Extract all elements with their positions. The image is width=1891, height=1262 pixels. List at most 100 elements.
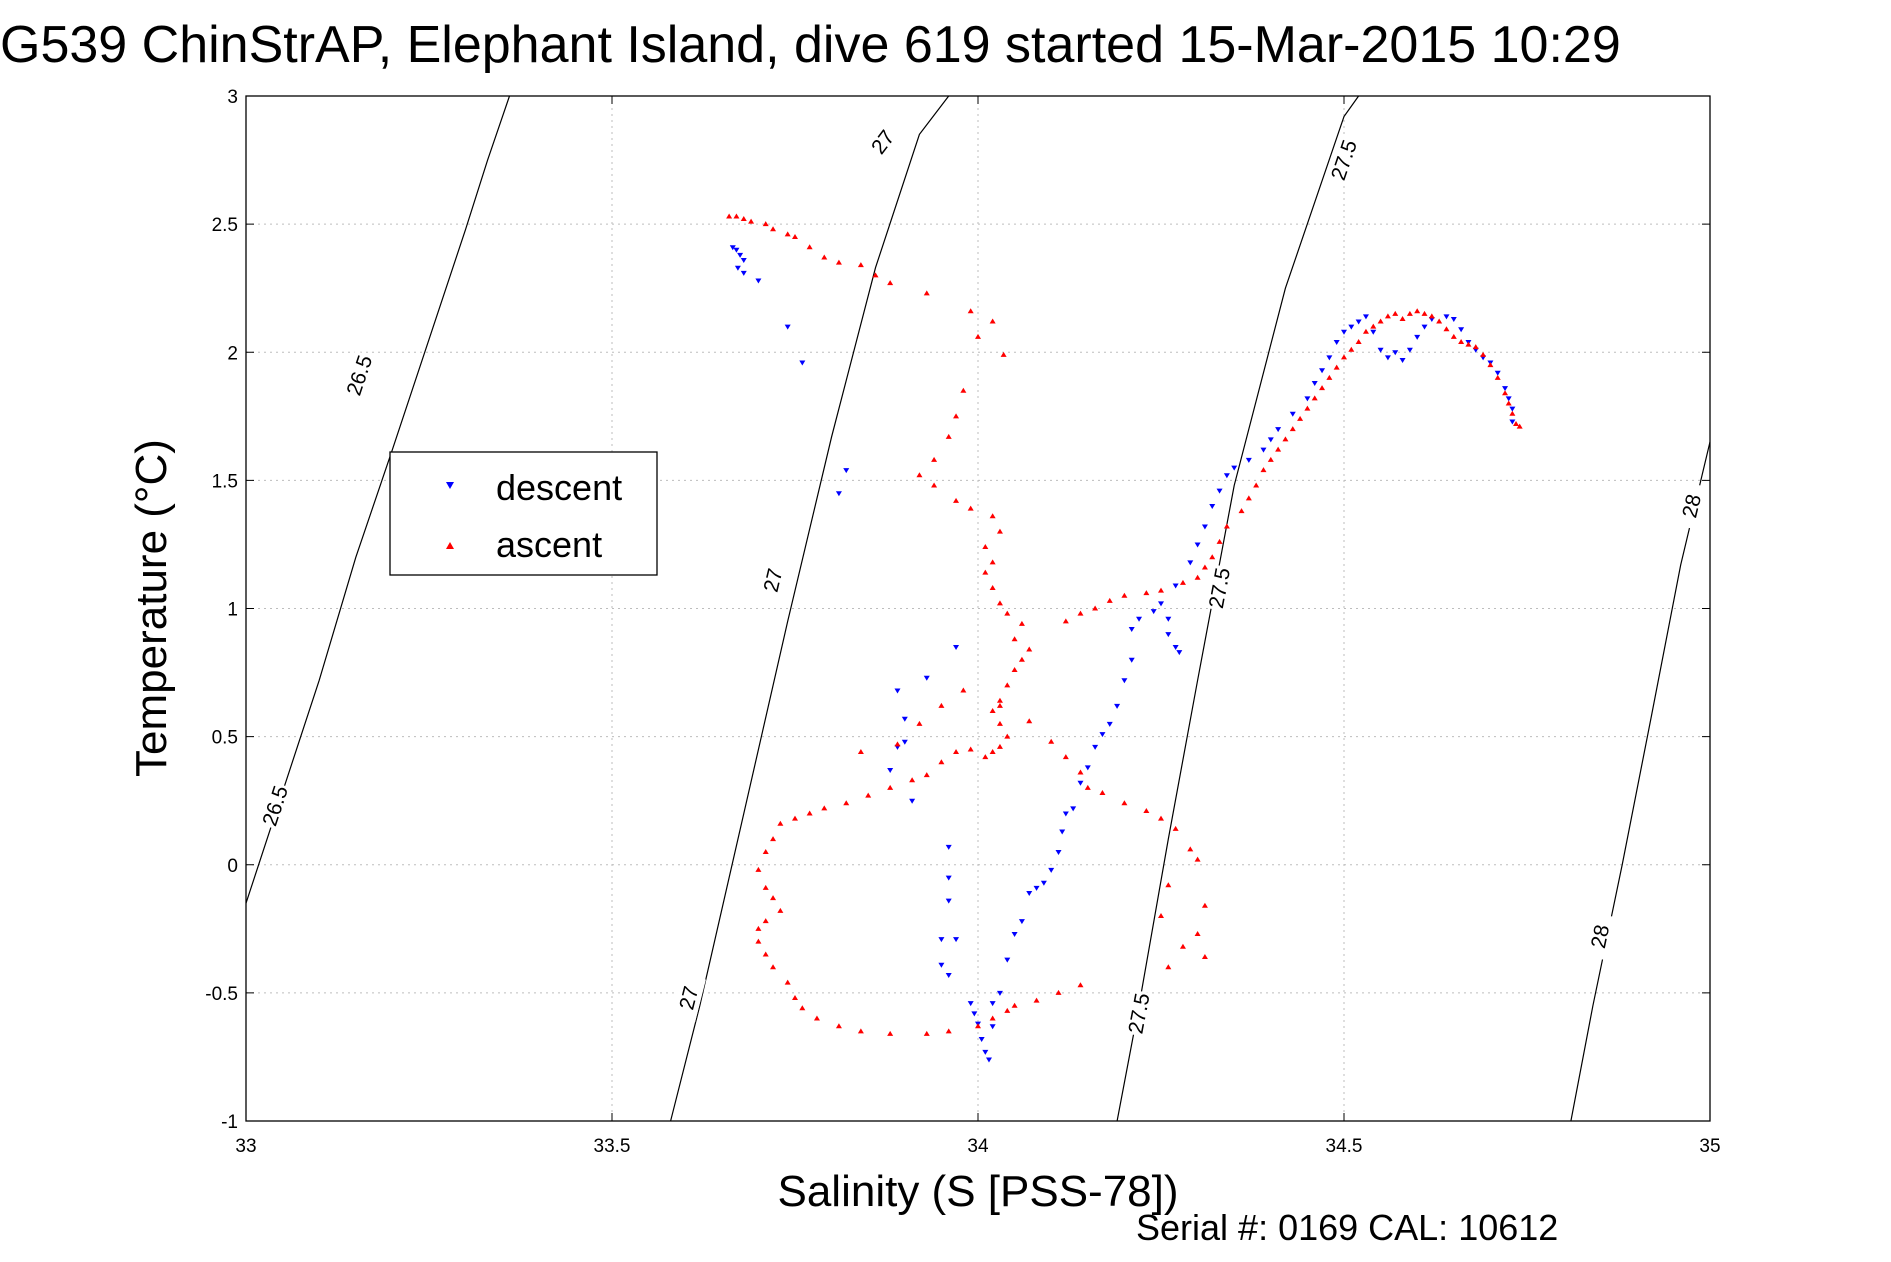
ascent-point <box>1121 800 1128 806</box>
ascent-point <box>938 759 945 765</box>
descent-point <box>1084 765 1091 771</box>
ascent-point <box>1106 597 1113 603</box>
legend-label-descent: descent <box>496 467 622 508</box>
descent-point <box>1333 340 1340 345</box>
legend-marker-ascent <box>446 542 454 549</box>
ascent-point <box>887 280 894 286</box>
descent-point <box>1216 488 1223 494</box>
x-axis-label: Salinity (S [PSS-78]) <box>777 1167 1178 1216</box>
ascent-point <box>821 254 828 260</box>
ascent-point <box>989 708 996 713</box>
descent-point <box>1099 732 1106 738</box>
descent-point <box>953 644 960 650</box>
ascent-point <box>923 772 930 778</box>
descent-point <box>1165 616 1172 622</box>
ascent-point <box>762 221 769 227</box>
ascent-point <box>1004 682 1011 688</box>
ascent-point <box>1004 733 1011 739</box>
ascent-point <box>1341 354 1347 360</box>
ascent-point <box>1465 341 1472 347</box>
ascent-point <box>1428 313 1435 319</box>
ascent-point <box>1099 790 1106 795</box>
ascent-point <box>1018 620 1025 626</box>
ascent-point <box>1209 554 1216 560</box>
ascent-point <box>1458 339 1465 344</box>
descent-point <box>1136 616 1143 622</box>
ascent-point <box>1165 964 1172 970</box>
descent-point <box>1128 627 1135 632</box>
axis-ticks: 33 33.5 34 34.5 35 -1 -0.5 0 0.5 1 1.5 2 2.5 3 <box>205 87 1720 1157</box>
descent-point <box>901 716 908 722</box>
isopycnal-label-gap <box>1123 989 1155 1038</box>
ascent-point <box>1289 426 1296 432</box>
ascent-point <box>1077 610 1084 616</box>
ascent-point <box>792 815 798 821</box>
descent-point <box>923 675 930 681</box>
descent-point <box>1414 334 1421 340</box>
ascent-point <box>1033 997 1040 1003</box>
ascent-point <box>1143 807 1150 813</box>
ascent-point <box>792 995 798 1000</box>
isopycnal-label-gap <box>1674 481 1709 531</box>
descent-point <box>1194 542 1201 548</box>
ascent-point <box>1018 656 1025 662</box>
ascent-point <box>762 848 769 854</box>
ascent-point <box>1165 882 1172 888</box>
ascent-point <box>1172 825 1179 831</box>
ascent-point <box>982 569 989 575</box>
descent-point <box>1176 650 1183 656</box>
descent-point <box>982 1049 989 1055</box>
ascent-point <box>1055 989 1062 995</box>
descent-point <box>985 1057 992 1063</box>
descent-point <box>1355 319 1362 325</box>
ascent-point <box>1333 364 1340 370</box>
descent-point <box>1004 957 1011 963</box>
descent-point <box>734 265 741 271</box>
ascent-point <box>989 1015 996 1021</box>
ascent-point <box>872 272 879 278</box>
ascent-point <box>996 702 1003 708</box>
ascent-point <box>1275 446 1282 452</box>
descent-point <box>1341 329 1347 335</box>
ascent-point <box>1062 618 1069 624</box>
ascent-point <box>1238 508 1245 514</box>
descent-point <box>1033 885 1040 891</box>
descent-point <box>1311 381 1318 386</box>
y-tick-label: -0.5 <box>205 984 238 1005</box>
descent-point <box>733 247 740 253</box>
descent-point <box>1304 396 1311 402</box>
isopycnal-label-gap <box>756 556 790 605</box>
ascent-point <box>1187 846 1194 852</box>
descent-point <box>1348 324 1355 330</box>
ascent-point <box>953 413 960 419</box>
ascent-point <box>975 1023 981 1029</box>
descent-point <box>1106 721 1113 727</box>
ascent-point <box>1143 590 1150 596</box>
isopycnal-label: 28 <box>1587 923 1614 951</box>
descent-point <box>1062 811 1069 817</box>
descent-point <box>1059 829 1066 835</box>
legend-box <box>389 451 658 576</box>
ascent-point <box>857 1028 864 1034</box>
ascent-point <box>740 216 747 221</box>
ascent-point <box>1092 605 1099 611</box>
descent-point <box>978 1037 985 1042</box>
descent-point <box>887 767 894 773</box>
descent-point <box>1128 657 1135 663</box>
ascent-point <box>945 433 952 439</box>
ascent-point <box>784 979 791 985</box>
descent-point <box>1121 678 1128 684</box>
ascent-point <box>894 741 901 747</box>
descent-point <box>1509 406 1516 412</box>
descent-point <box>1092 744 1099 750</box>
ascent-point <box>953 749 960 754</box>
ascent-point <box>1362 328 1369 334</box>
isopycnal-label: 27.5 <box>1124 991 1154 1035</box>
ascent-point <box>1158 913 1164 918</box>
descent-point <box>1370 329 1377 335</box>
ascent-point <box>755 866 762 872</box>
ascent-point <box>1216 538 1223 544</box>
ascent-point <box>1326 374 1333 380</box>
ascent-point <box>1011 667 1018 672</box>
y-tick-label: 1.5 <box>212 471 238 492</box>
